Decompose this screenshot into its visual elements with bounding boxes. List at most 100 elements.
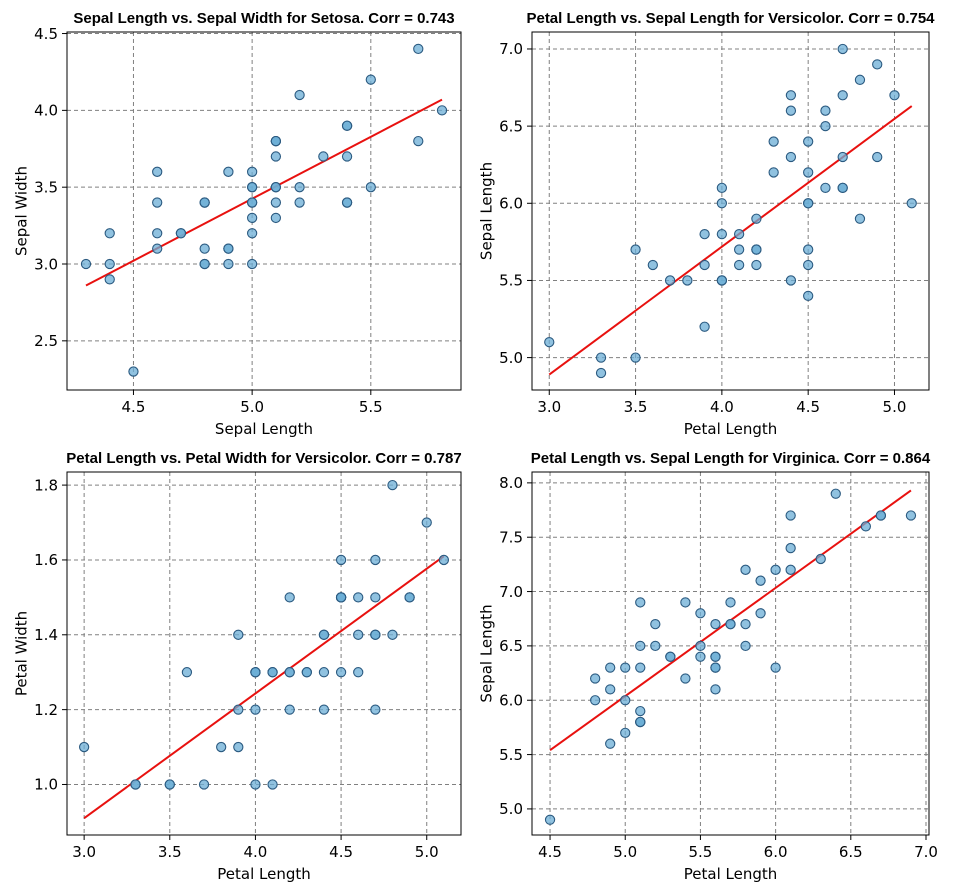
- data-point: [725, 619, 736, 630]
- data-point: [770, 662, 781, 673]
- chart-title: Petal Length vs. Petal Width for Versico…: [66, 450, 461, 467]
- y-tick-label: 1.2: [34, 701, 58, 719]
- y-tick-label: 7.0: [499, 40, 523, 58]
- y-tick-label: 5.0: [499, 349, 523, 367]
- data-point: [370, 629, 381, 640]
- data-point: [436, 105, 448, 116]
- x-axis-label: Sepal Length: [215, 420, 313, 438]
- data-point: [595, 352, 607, 363]
- data-point: [605, 738, 616, 749]
- data-point: [335, 592, 347, 603]
- x-axis-label: Petal Length: [684, 865, 778, 883]
- data-point: [438, 554, 450, 566]
- data-point: [803, 290, 814, 302]
- x-tick-label: 3.5: [624, 398, 648, 416]
- data-point: [837, 151, 848, 163]
- data-point: [223, 258, 234, 270]
- x-tick-label: 5.5: [359, 398, 383, 416]
- data-point: [710, 684, 721, 695]
- y-tick-label: 4.0: [34, 102, 58, 120]
- data-point: [605, 662, 616, 673]
- data-point: [294, 89, 305, 101]
- data-point: [803, 136, 814, 147]
- data-point: [318, 629, 330, 640]
- y-tick-label: 1.0: [34, 776, 58, 794]
- data-point: [733, 244, 745, 255]
- data-point: [768, 136, 779, 147]
- data-point: [270, 151, 282, 162]
- data-point: [820, 182, 831, 194]
- data-point: [270, 182, 282, 193]
- plot-area: 4.5 5.0 5.5 2.5 3.0 3.5 4.0 4.5: [34, 25, 462, 416]
- x-tick-label: 5.0: [613, 843, 637, 861]
- x-axis-label: Petal Length: [217, 865, 311, 883]
- data-point: [181, 667, 193, 678]
- y-tick-label: 5.5: [499, 746, 523, 764]
- data-point: [370, 554, 381, 566]
- data-point: [751, 259, 762, 271]
- data-point: [635, 597, 646, 608]
- data-point: [404, 592, 415, 603]
- data-point: [544, 337, 555, 348]
- data-point: [294, 197, 305, 208]
- data-point: [716, 182, 728, 194]
- data-point: [199, 243, 210, 254]
- data-point: [699, 321, 710, 332]
- x-tick-label: 4.5: [329, 843, 353, 861]
- x-tick-label: 5.0: [883, 398, 907, 416]
- y-tick-label: 1.6: [34, 551, 58, 569]
- data-point: [803, 167, 814, 178]
- y-tick-label: 6.0: [499, 195, 523, 213]
- subplot-versicolor-petal-sepal: Petal Length vs. Sepal Length for Versic…: [477, 10, 935, 438]
- data-point: [104, 258, 115, 270]
- data-point: [647, 259, 658, 271]
- y-axis-label: Petal Width: [12, 611, 30, 696]
- data-point: [152, 166, 163, 177]
- data-point: [370, 592, 381, 603]
- data-point: [413, 43, 424, 55]
- data-point: [620, 727, 631, 738]
- axes-frame: [66, 31, 462, 391]
- y-tick-label: 2.5: [34, 332, 58, 350]
- data-point: [650, 619, 661, 630]
- chart-title: Sepal Length vs. Sepal Width for Setosa.…: [73, 10, 454, 27]
- data-point: [751, 244, 762, 255]
- data-point: [128, 366, 139, 377]
- x-tick-label: 5.0: [415, 843, 439, 861]
- data-point: [246, 182, 258, 193]
- data-point: [353, 592, 364, 603]
- data-point: [267, 779, 278, 790]
- data-point: [365, 182, 376, 193]
- data-point: [803, 244, 814, 255]
- data-point: [284, 667, 295, 678]
- data-point: [413, 135, 424, 147]
- x-tick-label: 5.5: [688, 843, 712, 861]
- x-tick-label: 3.0: [72, 843, 96, 861]
- data-point: [270, 212, 282, 224]
- x-tick-label: 6.0: [764, 843, 788, 861]
- y-tick-label: 6.0: [499, 691, 523, 709]
- data-point: [872, 59, 883, 70]
- data-point: [680, 597, 691, 608]
- y-tick-label: 6.5: [499, 637, 523, 655]
- data-point: [595, 367, 607, 379]
- data-point: [710, 651, 721, 662]
- data-point: [733, 259, 745, 271]
- data-point: [370, 704, 381, 715]
- data-point: [233, 741, 244, 753]
- plot-area: 3.0 3.5 4.0 4.5 5.0 1.0 1.2 1.4 1.6 1.8: [34, 471, 462, 861]
- data-point: [699, 228, 710, 240]
- data-point: [837, 43, 848, 55]
- data-point: [875, 510, 887, 521]
- data-point: [246, 228, 258, 239]
- data-point: [650, 640, 661, 652]
- axes-frame: [531, 31, 930, 391]
- data-point: [353, 667, 364, 678]
- data-point: [250, 779, 261, 790]
- data-point: [889, 90, 900, 101]
- data-point: [318, 704, 330, 715]
- data-point: [716, 198, 728, 209]
- data-point: [710, 619, 721, 630]
- data-point: [152, 228, 163, 239]
- y-tick-label: 6.5: [499, 117, 523, 135]
